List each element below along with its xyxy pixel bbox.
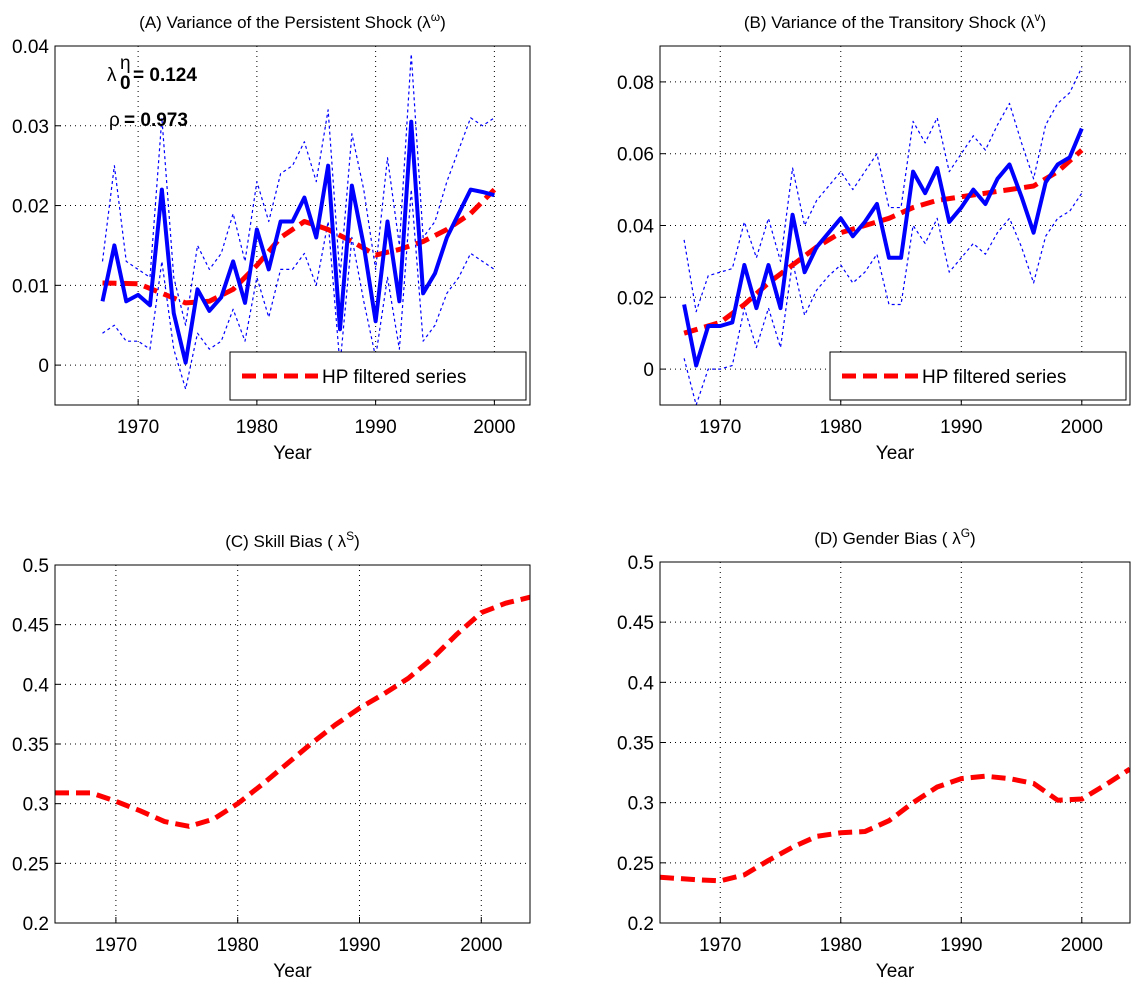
title-part: ) [1041, 13, 1047, 32]
x-tick-label: 1990 [940, 935, 982, 956]
x-tick-label: 1980 [217, 935, 259, 956]
chart-title: (A) Variance of the Persistent Shock (λω… [139, 10, 446, 32]
x-tick-label: 1970 [95, 935, 137, 956]
x-tick-label: 1990 [338, 935, 380, 956]
y-tick-label: 0.25 [617, 854, 654, 875]
title-part: (D) Gender Bias ( λ [814, 529, 961, 548]
y-tick-label: 0.25 [12, 854, 49, 875]
series-line [682, 127, 1084, 368]
annotation: 0 [120, 73, 131, 94]
x-tick-label: 1980 [820, 417, 862, 438]
y-tick-label: 0.08 [617, 73, 654, 94]
y-tick-label: 0.5 [23, 556, 49, 577]
x-tick-label: 1980 [236, 417, 278, 438]
x-tick-label: 1970 [117, 417, 159, 438]
x-tick-label: 1980 [820, 935, 862, 956]
plot-area [55, 565, 530, 923]
panel: 1970 1980 1990 2000 0 0.02 0.04 0.06 0.08 (B) Var… [617, 10, 1131, 464]
panel: 1970 1980 1990 2000 0 0.01 0.02 0.03 0.04 (A) Var… [12, 10, 531, 464]
x-tick-label: 1990 [940, 417, 982, 438]
y-tick-label: 0.04 [12, 37, 49, 58]
title-part: (C) Skill Bias ( λ [225, 532, 346, 551]
title-part: ) [970, 529, 976, 548]
x-axis-label: Year [273, 961, 312, 982]
y-tick-label: 0.3 [23, 795, 49, 816]
title-part: (A) Variance of the Persistent Shock (λ [139, 13, 431, 32]
annotation: = 0.124 [133, 65, 197, 86]
y-tick-label: 0.4 [628, 673, 655, 694]
x-tick-label: 2000 [473, 417, 515, 438]
y-tick-label: 0.02 [12, 197, 49, 218]
axes-frame [54, 45, 531, 406]
series-line [100, 119, 495, 365]
x-axis-label: Year [876, 961, 915, 982]
annotation: = 0.973 [124, 110, 188, 131]
title-part: (B) Variance of the Transitory Shock (λ [744, 13, 1035, 32]
chart-title: (D) Gender Bias ( λG) [814, 526, 975, 548]
x-tick-label: 1970 [699, 417, 741, 438]
title-part: ω [431, 10, 440, 24]
x-tick-label: 2000 [460, 935, 502, 956]
title-part: ) [440, 13, 446, 32]
panel: 1970 1980 1990 2000 0.2 0.25 0.3 0.35 0.4 0.45 0.5… [12, 529, 531, 982]
y-tick-label: 0 [643, 360, 654, 381]
y-tick-label: 0.45 [617, 613, 654, 634]
title-part: S [346, 529, 354, 543]
y-tick-label: 0.03 [12, 117, 49, 138]
axes-frame [659, 45, 1131, 406]
x-tick-label: 1970 [699, 935, 741, 956]
y-tick-label: 0.35 [12, 735, 49, 756]
y-tick-label: 0.3 [628, 794, 654, 815]
y-tick-label: 0.04 [617, 217, 654, 238]
axes-frame [659, 561, 1131, 924]
y-tick-label: 0.02 [617, 288, 654, 309]
y-tick-label: 0.45 [12, 616, 49, 637]
x-axis-label: Year [273, 443, 312, 464]
series-line [683, 192, 1083, 405]
series-line [55, 594, 530, 829]
title-part: G [961, 526, 970, 540]
legend-box [829, 351, 1127, 401]
y-tick-label: 0.5 [628, 553, 654, 574]
chart-title: (B) Variance of the Transitory Shock (λv… [744, 10, 1046, 32]
y-tick-label: 0.01 [12, 276, 49, 297]
title-part: ) [354, 532, 360, 551]
y-tick-label: 0.4 [23, 675, 50, 696]
chart-title: (C) Skill Bias ( λS) [225, 529, 360, 551]
y-tick-label: 0.06 [617, 145, 654, 166]
x-tick-label: 2000 [1061, 935, 1103, 956]
x-axis-label: Year [876, 443, 915, 464]
plot-area [55, 46, 530, 405]
series-line [101, 53, 495, 326]
series-line [660, 766, 1130, 884]
x-tick-label: 2000 [1061, 417, 1103, 438]
annotation: ρ [109, 110, 120, 131]
y-tick-label: 0.2 [23, 914, 49, 935]
y-tick-label: 0.2 [628, 914, 654, 935]
panel: 1970 1980 1990 2000 0.2 0.25 0.3 0.35 0.4 0.45 0.5… [617, 526, 1131, 982]
annotation: λ [107, 65, 117, 86]
series-line [683, 67, 1083, 313]
series-line [102, 189, 495, 390]
axes-frame [54, 564, 531, 924]
legend-box [229, 351, 527, 401]
title-part: v [1035, 10, 1041, 24]
y-tick-label: 0 [38, 356, 49, 377]
series-line [102, 187, 497, 306]
legend-label: HP filtered series [922, 367, 1066, 388]
legend-label: HP filtered series [322, 367, 466, 388]
annotation: η [120, 53, 131, 74]
x-tick-label: 1990 [354, 417, 396, 438]
y-tick-label: 0.35 [617, 734, 654, 755]
